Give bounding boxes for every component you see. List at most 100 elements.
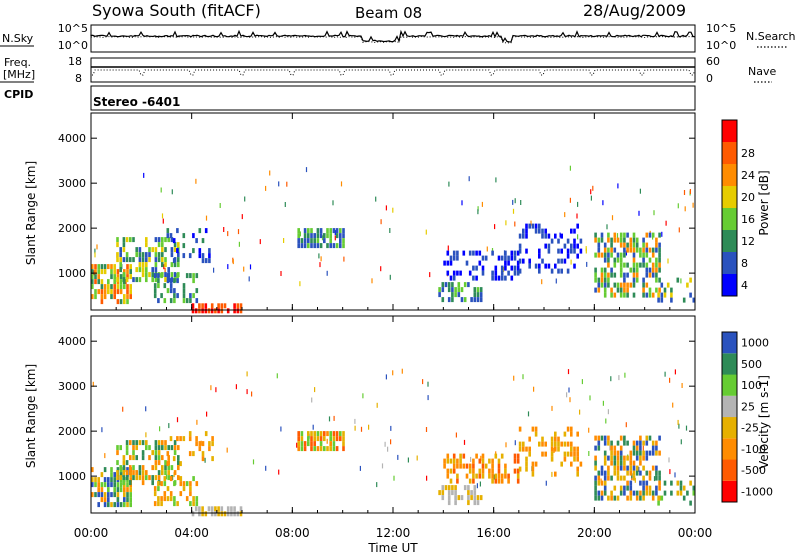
velocity-echo-cell <box>607 475 610 481</box>
velocity-echo-cell <box>473 490 477 496</box>
power-echo-cell <box>148 247 151 253</box>
power-echo-cell <box>173 278 176 284</box>
power-echo-cell <box>514 198 516 204</box>
power-echo-cell <box>632 262 636 268</box>
power-echo-cell <box>438 287 441 293</box>
velocity-echo-cell <box>166 486 170 492</box>
power-echo-cell <box>648 272 652 278</box>
velocity-echo-cell <box>154 465 158 471</box>
power-echo-cell <box>522 228 525 234</box>
velocity-echo-cell <box>148 445 151 451</box>
velocity-echo-cell <box>220 506 224 512</box>
velocity-echo-cell <box>113 472 116 478</box>
velocity-echo-cell <box>522 446 525 452</box>
power-echo-cell <box>603 282 607 288</box>
velocity-echo-cell <box>451 485 454 491</box>
velocity-echo-cell <box>362 393 364 399</box>
power-echo-cell <box>97 269 100 275</box>
power-echo-cell <box>678 227 680 233</box>
velocity-echo-cell <box>626 455 629 461</box>
power-echo-cell <box>522 233 525 239</box>
power-echo-cell <box>123 269 126 275</box>
velocity-echo-cell <box>107 492 110 498</box>
velocity-echo-cell <box>454 500 457 506</box>
power-echo-cell <box>460 297 464 303</box>
velocity-echo-cell <box>129 487 132 493</box>
power-echo-cell <box>100 279 104 285</box>
power-echo-cell <box>141 262 145 268</box>
velocity-echo-cell <box>491 478 494 484</box>
velocity-echo-cell <box>335 436 339 442</box>
power-echo-cell <box>619 292 623 298</box>
power-echo-cell <box>125 252 129 258</box>
velocity-echo-cell <box>516 453 520 459</box>
velocity-echo-cell <box>451 490 454 496</box>
velocity-echo-cell <box>642 480 645 486</box>
velocity-echo-cell <box>658 485 661 491</box>
velocity-echo-cell <box>588 451 590 456</box>
power-echo-cell <box>195 298 199 304</box>
velocity-echo-cell <box>454 490 457 496</box>
power-echo-cell <box>576 213 578 219</box>
velocity-echo-cell <box>463 439 466 445</box>
velocity-echo-cell <box>600 470 604 476</box>
power-echo-cell <box>125 257 129 263</box>
velocity-echo-cell <box>472 463 475 469</box>
velocity-echo-cell <box>135 440 138 446</box>
power-echo-cell <box>472 275 475 281</box>
velocity-echo-cell <box>316 446 320 452</box>
power-echo-cell <box>116 299 120 305</box>
power-echo-cell <box>143 172 145 178</box>
power-echo-cell <box>100 284 104 290</box>
power-echo-cell <box>619 242 623 248</box>
power-echo-cell <box>451 297 454 303</box>
velocity-echo-cell <box>166 496 170 502</box>
power-echo-cell <box>597 252 601 258</box>
velocity-echo-cell <box>639 450 642 456</box>
freq-right-tick-bottom: 0 <box>706 72 713 85</box>
power-echo-cell <box>514 221 516 227</box>
velocity-echo-cell <box>639 480 642 486</box>
velocity-echo-cell <box>97 477 100 483</box>
velocity-echo-cell <box>125 460 129 466</box>
power-echo-cell <box>616 282 620 288</box>
power-echo-cell <box>97 289 100 295</box>
velocity-echo-cell <box>173 481 176 487</box>
power-echo-cell <box>119 274 123 280</box>
velocity-echo-cell <box>126 487 129 493</box>
power-echo-cell <box>603 277 607 283</box>
power-echo-cell <box>176 278 179 284</box>
velocity-echo-cell <box>597 470 601 476</box>
power-echo-cell <box>161 247 164 253</box>
power-echo-cell <box>233 303 236 309</box>
velocity-echo-cell <box>217 506 220 512</box>
power-echo-cell <box>157 278 160 284</box>
power-echo-cell <box>232 259 234 265</box>
velocity-echo-cell <box>129 502 132 508</box>
velocity-echo-cell <box>538 441 541 447</box>
velocity-echo-cell <box>103 492 107 498</box>
velocity-echo-cell <box>651 440 655 446</box>
power-echo-cell <box>603 242 607 248</box>
power-echo-cell <box>645 292 649 298</box>
power-echo-cell <box>607 252 610 258</box>
velocity-echo-cell <box>670 490 673 496</box>
velocity-echo-cell <box>177 465 180 471</box>
power-echo-cell <box>507 260 510 266</box>
velocity-echo-cell <box>653 476 656 482</box>
power-echo-cell <box>138 247 142 253</box>
power-echo-cell <box>451 287 454 293</box>
power-echo-cell <box>113 284 116 290</box>
power-echo-cell <box>504 260 507 266</box>
power-echo-cell <box>655 242 658 248</box>
velocity-echo-cell <box>624 372 626 378</box>
power-echo-cell <box>505 220 507 226</box>
power-echo-cell <box>160 187 162 193</box>
power-echo-cell <box>164 277 167 283</box>
noise-panel-frame <box>90 24 696 53</box>
velocity-echo-cell <box>311 397 313 403</box>
velocity-echo-cell <box>566 451 570 457</box>
velocity-echo-cell <box>326 431 329 437</box>
power-echo-cell <box>689 189 691 194</box>
velocity-echo-cell <box>157 460 161 466</box>
